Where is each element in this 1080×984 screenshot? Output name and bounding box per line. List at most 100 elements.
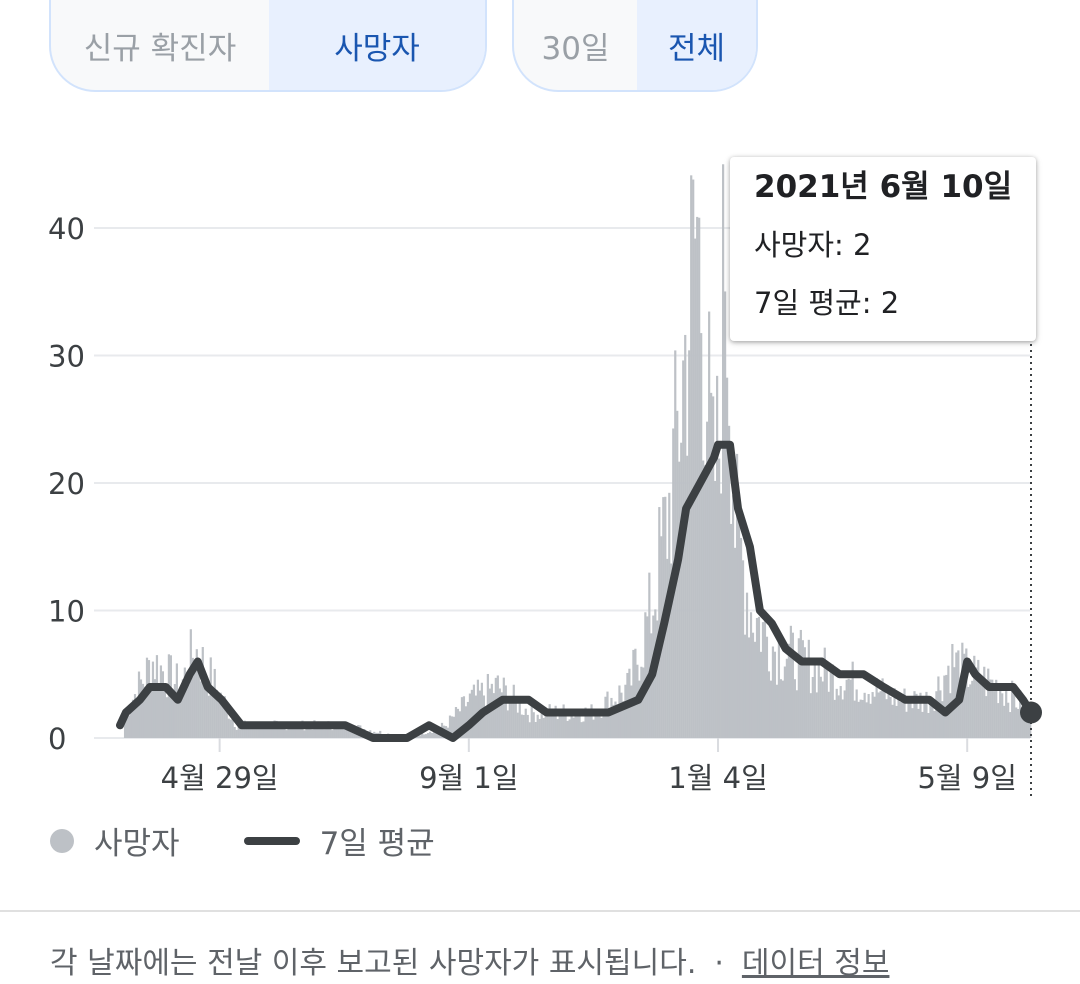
bar: [520, 714, 523, 738]
bar: [737, 494, 741, 738]
y-tick-label: 20: [48, 467, 85, 501]
bar: [309, 725, 312, 738]
bar: [947, 665, 950, 738]
bar: [426, 732, 430, 738]
bar: [901, 700, 904, 738]
footer: 각 날짜에는 전날 이후 보고된 사망자가 표시됩니다. · 데이터 정보: [50, 938, 889, 982]
bar: [777, 642, 781, 738]
bar: [951, 643, 954, 738]
bar: [588, 711, 591, 738]
bar: [351, 730, 354, 738]
legend-average-swatch: [243, 836, 300, 845]
bar: [895, 705, 898, 738]
bar: [767, 671, 771, 738]
bar: [199, 681, 202, 738]
bar: [506, 710, 509, 738]
y-axis-labels: 0 10 20 30 40: [48, 212, 85, 756]
bar: [454, 707, 458, 738]
bar: [897, 695, 900, 738]
tab-new-cases[interactable]: 신규 확진자: [83, 30, 237, 67]
bar: [510, 699, 513, 738]
bar: [729, 523, 733, 738]
bar: [602, 714, 605, 738]
bar: [271, 721, 274, 738]
bar: [747, 637, 751, 738]
bar: [229, 719, 232, 738]
bar: [779, 679, 783, 738]
bar: [702, 460, 705, 738]
bar: [849, 679, 852, 738]
bar: [1003, 705, 1006, 738]
bar: [921, 711, 924, 738]
footer-note: 각 날짜에는 전날 이후 보고된 사망자가 표시됩니다.: [50, 946, 697, 981]
bar: [574, 714, 577, 738]
bar: [179, 690, 182, 738]
bar: [177, 698, 180, 738]
bar: [157, 686, 161, 738]
bar: [963, 653, 966, 738]
bar: [191, 657, 194, 738]
bar: [311, 729, 314, 738]
bar: [795, 690, 798, 738]
bar: [237, 726, 240, 738]
bar: [913, 691, 916, 738]
bar: [319, 724, 322, 738]
bar: [552, 714, 555, 738]
bar: [287, 727, 290, 738]
bar: [969, 684, 972, 738]
x-tick-label: 9월 1일: [419, 761, 518, 795]
bar: [548, 704, 551, 738]
bar: [700, 333, 703, 738]
bar: [173, 684, 176, 738]
bar: [815, 692, 818, 738]
bar: [775, 684, 779, 738]
bar: [534, 721, 537, 738]
tab-30-days[interactable]: 30일: [541, 30, 610, 67]
bar: [939, 690, 942, 738]
bar: [991, 679, 994, 738]
bar: [317, 721, 320, 738]
bar: [825, 667, 828, 738]
bar: [743, 634, 747, 738]
bar: [293, 726, 296, 738]
bar-series: [123, 164, 1032, 739]
bar: [185, 682, 188, 738]
bar: [245, 727, 248, 738]
bar: [141, 683, 145, 738]
bar: [257, 725, 260, 738]
bar: [243, 720, 246, 738]
bar: [514, 696, 517, 738]
bar: [165, 697, 169, 738]
bar: [582, 721, 585, 738]
tab-deaths[interactable]: 사망자: [269, 0, 485, 90]
bar: [418, 735, 422, 738]
bar: [267, 727, 270, 738]
data-info-link[interactable]: 데이터 정보: [741, 946, 890, 981]
tab-all[interactable]: 전체: [637, 0, 756, 90]
bar: [219, 692, 222, 738]
bar: [927, 713, 930, 738]
bar: [159, 665, 163, 738]
bar: [217, 702, 220, 738]
bar: [803, 647, 806, 738]
bar: [845, 679, 848, 738]
bar: [761, 622, 765, 738]
bar: [305, 726, 308, 738]
bar: [492, 693, 495, 738]
bar: [1009, 712, 1012, 738]
bar: [1005, 691, 1008, 738]
bar: [887, 686, 890, 738]
bar: [299, 727, 302, 738]
bar: [263, 722, 266, 738]
bar: [488, 688, 491, 738]
bar: [1021, 711, 1024, 738]
bar: [923, 701, 926, 738]
bar: [327, 721, 330, 738]
bar: [201, 647, 204, 738]
bar: [1029, 712, 1032, 738]
bar: [749, 612, 753, 738]
bar: [133, 694, 137, 738]
tooltip-date: 2021년 6월 10일: [754, 169, 1013, 205]
bar: [283, 724, 286, 738]
deaths-chart[interactable]: 0 10 20 30 40 4월 29일 9월 1일 1월 4일 5월 9일: [0, 110, 1080, 800]
